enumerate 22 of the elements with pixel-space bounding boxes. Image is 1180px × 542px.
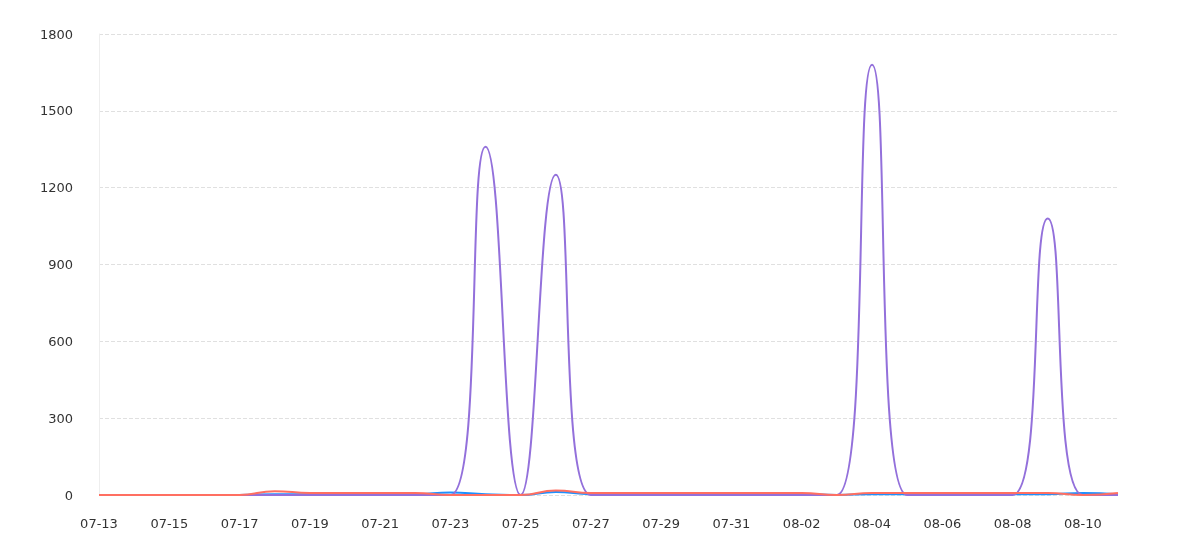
x-tick-label: 08-06 [923, 516, 962, 531]
x-tick-label: 08-08 [993, 516, 1032, 531]
x-tick-label: 07-13 [80, 516, 118, 531]
x-tick-label: 07-27 [572, 516, 610, 531]
x-tick-label: 07-19 [290, 516, 329, 531]
y-tick-label: 600 [48, 333, 73, 349]
y-tick-label: 1800 [39, 26, 73, 42]
y-tick-label: 1200 [39, 180, 73, 196]
y-tick-label: 0 [64, 487, 73, 503]
y-tick-label: 1500 [39, 103, 73, 119]
x-tick-label: 07-31 [712, 516, 751, 531]
x-tick-label: 07-29 [642, 516, 681, 531]
x-tick-label: 08-04 [853, 516, 891, 531]
x-tick-label: 08-10 [1063, 516, 1102, 531]
x-tick-label: 08-02 [782, 516, 821, 531]
x-tick-label: 07-23 [431, 516, 470, 531]
x-tick-label: 07-15 [150, 516, 189, 531]
y-tick-label: 900 [48, 257, 73, 272]
x-tick-label: 07-21 [361, 516, 399, 531]
x-tick-label: 07-25 [501, 516, 540, 531]
x-tick-label: 07-17 [220, 516, 259, 531]
y-tick-label: 300 [48, 410, 73, 426]
